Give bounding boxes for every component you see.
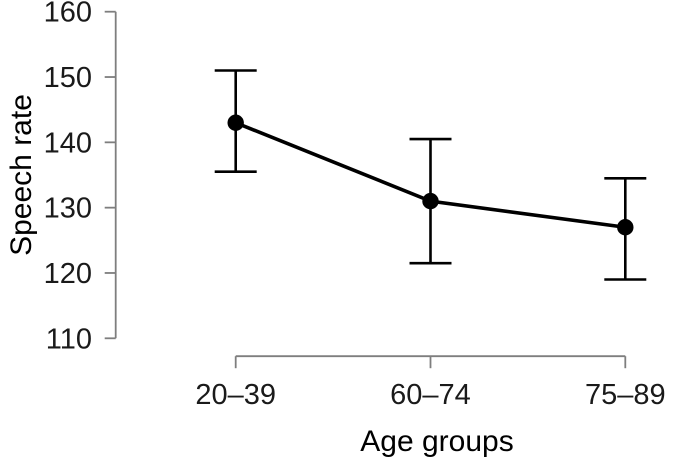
data-point — [227, 114, 244, 131]
x-tick-label: 20–39 — [195, 379, 276, 411]
y-tick-label: 140 — [44, 127, 92, 159]
y-tick-label: 130 — [44, 193, 92, 225]
y-axis-title: Speech rate — [5, 94, 38, 256]
x-axis-title: Age groups — [360, 425, 513, 458]
x-tick-label: 60–74 — [390, 379, 471, 411]
y-tick-label: 120 — [44, 258, 92, 290]
data-point — [617, 219, 634, 236]
y-tick-label: 110 — [46, 323, 92, 355]
y-tick-label: 160 — [44, 0, 92, 29]
data-point — [422, 192, 439, 210]
y-tick-label: 150 — [44, 62, 92, 94]
x-tick-label: 75–89 — [585, 379, 666, 411]
chart-generated-layer: 110 120 130 140 150 160 20–39 60–74 75–89 — [44, 0, 666, 411]
